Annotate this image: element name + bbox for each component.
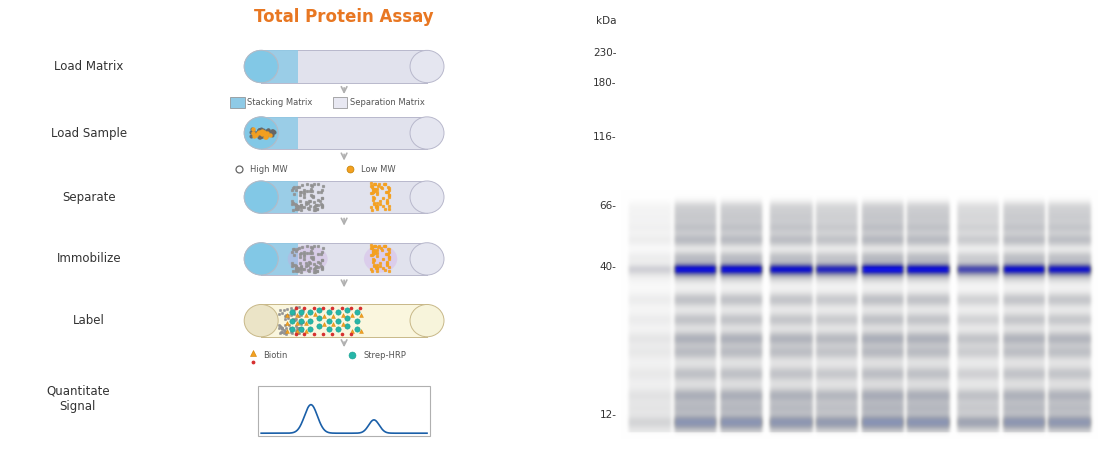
Ellipse shape (410, 181, 444, 213)
Ellipse shape (244, 50, 279, 83)
Bar (261, 243, 427, 275)
Ellipse shape (244, 243, 279, 275)
Bar (261, 50, 427, 83)
Text: Load Matrix: Load Matrix (54, 60, 123, 73)
Ellipse shape (244, 181, 279, 213)
Bar (261, 181, 297, 213)
Text: High MW: High MW (250, 165, 287, 173)
Text: 116-: 116- (593, 132, 617, 142)
Bar (261, 181, 427, 213)
Bar (261, 117, 297, 149)
Text: Total Protein Assay: Total Protein Assay (254, 8, 434, 26)
Text: Load Sample: Load Sample (51, 126, 127, 140)
Text: Strep-HRP: Strep-HRP (363, 352, 406, 360)
Text: 230-: 230- (593, 48, 617, 58)
Bar (261, 243, 297, 275)
Bar (333, 97, 347, 108)
Ellipse shape (364, 245, 397, 273)
Ellipse shape (287, 245, 327, 273)
Text: Immobilize: Immobilize (57, 252, 121, 266)
Ellipse shape (410, 50, 444, 83)
Ellipse shape (410, 304, 444, 337)
Bar (261, 50, 297, 83)
Ellipse shape (244, 181, 279, 213)
Text: 40-: 40- (599, 262, 617, 272)
Text: Low MW: Low MW (361, 165, 395, 173)
Bar (261, 117, 427, 149)
Ellipse shape (410, 243, 444, 275)
Ellipse shape (244, 50, 279, 83)
Ellipse shape (244, 304, 279, 337)
Ellipse shape (244, 117, 279, 149)
Text: Stacking Matrix: Stacking Matrix (248, 98, 312, 107)
Text: Separation Matrix: Separation Matrix (350, 98, 424, 107)
Text: Label: Label (73, 314, 104, 327)
Text: 180-: 180- (593, 78, 617, 88)
Text: Quantitate
Signal: Quantitate Signal (46, 385, 110, 413)
Bar (261, 304, 427, 337)
Bar (259, 386, 430, 436)
Ellipse shape (244, 117, 279, 149)
Bar (231, 97, 244, 108)
Text: Biotin: Biotin (264, 352, 287, 360)
Text: Separate: Separate (62, 190, 115, 204)
Text: kDa: kDa (596, 16, 617, 27)
Ellipse shape (244, 243, 279, 275)
Text: 12-: 12- (599, 409, 617, 420)
Ellipse shape (410, 117, 444, 149)
Text: 66-: 66- (599, 201, 617, 211)
